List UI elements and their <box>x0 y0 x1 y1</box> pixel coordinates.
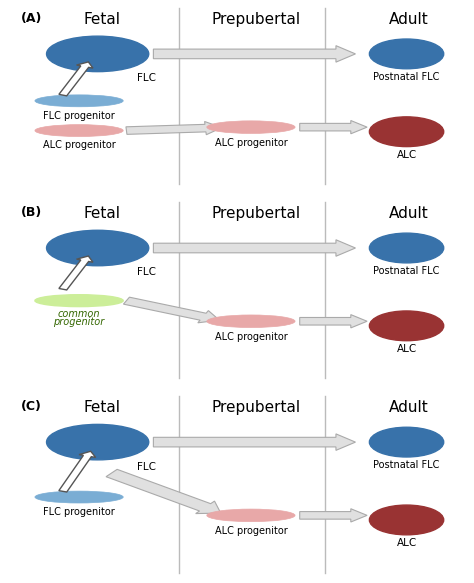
Text: ALC progenitor: ALC progenitor <box>215 526 287 536</box>
Text: Prepubertal: Prepubertal <box>211 12 300 27</box>
Text: FLC: FLC <box>137 462 156 472</box>
Ellipse shape <box>35 294 123 307</box>
FancyBboxPatch shape <box>0 196 474 387</box>
Text: Fetal: Fetal <box>84 12 121 27</box>
Ellipse shape <box>46 36 149 72</box>
Ellipse shape <box>46 424 149 460</box>
FancyArrow shape <box>126 121 222 135</box>
Ellipse shape <box>369 233 444 263</box>
Ellipse shape <box>207 509 295 522</box>
Text: (C): (C) <box>21 400 42 413</box>
Text: Adult: Adult <box>389 12 429 27</box>
Ellipse shape <box>369 39 444 69</box>
Text: FLC progenitor: FLC progenitor <box>43 507 115 517</box>
Ellipse shape <box>369 311 444 340</box>
Text: (B): (B) <box>21 206 42 219</box>
FancyBboxPatch shape <box>0 2 474 192</box>
Text: FLC progenitor: FLC progenitor <box>43 111 115 121</box>
Text: ALC progenitor: ALC progenitor <box>43 141 116 150</box>
FancyArrow shape <box>154 240 356 257</box>
Ellipse shape <box>35 125 123 136</box>
Text: Postnatal FLC: Postnatal FLC <box>374 461 440 470</box>
FancyArrow shape <box>154 434 356 450</box>
FancyArrow shape <box>300 315 367 328</box>
FancyArrow shape <box>123 297 219 323</box>
Text: common: common <box>58 310 100 319</box>
Text: Adult: Adult <box>389 400 429 415</box>
Text: Fetal: Fetal <box>84 206 121 220</box>
FancyArrow shape <box>59 451 96 492</box>
Text: (A): (A) <box>21 12 42 24</box>
Text: Prepubertal: Prepubertal <box>211 400 300 415</box>
Text: ALC: ALC <box>396 344 417 354</box>
FancyArrow shape <box>59 62 93 96</box>
Text: ALC progenitor: ALC progenitor <box>215 138 287 148</box>
Text: Prepubertal: Prepubertal <box>211 206 300 220</box>
Text: ALC: ALC <box>396 150 417 160</box>
Text: FLC: FLC <box>137 73 156 83</box>
Text: FLC: FLC <box>137 268 156 278</box>
Ellipse shape <box>369 505 444 535</box>
FancyBboxPatch shape <box>0 391 474 581</box>
Ellipse shape <box>46 230 149 266</box>
Text: Fetal: Fetal <box>84 400 121 415</box>
Text: Adult: Adult <box>389 206 429 220</box>
FancyArrow shape <box>106 469 221 514</box>
Ellipse shape <box>207 315 295 328</box>
Ellipse shape <box>207 121 295 134</box>
FancyArrow shape <box>300 509 367 522</box>
Text: Postnatal FLC: Postnatal FLC <box>374 72 440 82</box>
Ellipse shape <box>35 491 123 503</box>
Text: Postnatal FLC: Postnatal FLC <box>374 266 440 276</box>
FancyArrow shape <box>154 45 356 62</box>
Text: ALC progenitor: ALC progenitor <box>215 332 287 342</box>
FancyArrow shape <box>59 256 93 290</box>
Ellipse shape <box>35 95 123 107</box>
Text: progenitor: progenitor <box>54 317 105 327</box>
FancyArrow shape <box>300 121 367 134</box>
Text: ALC: ALC <box>396 538 417 548</box>
Ellipse shape <box>369 427 444 457</box>
Ellipse shape <box>369 117 444 146</box>
